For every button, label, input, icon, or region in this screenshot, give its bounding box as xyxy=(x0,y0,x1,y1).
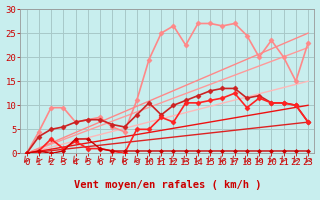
X-axis label: Vent moyen/en rafales ( km/h ): Vent moyen/en rafales ( km/h ) xyxy=(74,180,261,190)
